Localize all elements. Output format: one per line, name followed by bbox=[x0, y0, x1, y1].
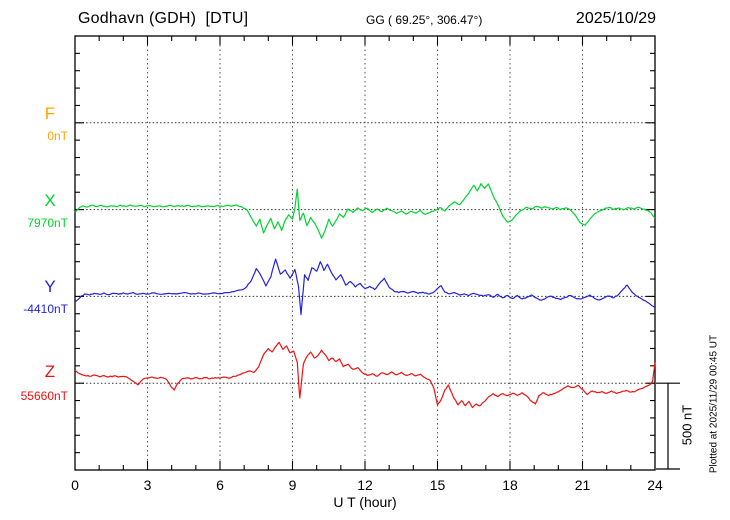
x-tick-label: 18 bbox=[502, 477, 518, 493]
channel-baseline-z: 55660nT bbox=[20, 389, 68, 403]
x-tick-label: 3 bbox=[143, 477, 152, 493]
trace-x bbox=[74, 183, 656, 239]
channel-label-y: Y bbox=[44, 277, 56, 296]
date-label: 2025/10/29 bbox=[575, 10, 656, 27]
x-tick-label: 24 bbox=[647, 477, 663, 493]
x-tick-label: 9 bbox=[288, 477, 297, 493]
x-tick-label: 0 bbox=[71, 477, 79, 493]
geographic-coordinates: GG ( 69.25°, 306.47°) bbox=[366, 13, 483, 27]
scale-bar-label: 500 nT bbox=[679, 404, 695, 446]
x-tick-label: 12 bbox=[357, 477, 373, 493]
x-tick-label: 15 bbox=[429, 477, 446, 493]
trace-z bbox=[74, 341, 656, 409]
channel-baseline-f: 0nT bbox=[47, 129, 68, 143]
channel-label-x: X bbox=[44, 191, 56, 210]
channel-baseline-y: -4410nT bbox=[23, 302, 68, 316]
plotted-at-footnote: Plotted at 2025/11/29 00:45 UT bbox=[708, 334, 720, 474]
x-tick-label: 6 bbox=[216, 477, 224, 493]
x-axis-title: U T (hour) bbox=[333, 494, 397, 510]
channel-label-f: F bbox=[44, 104, 56, 123]
x-tick-label: 21 bbox=[574, 477, 591, 493]
station-title: Godhavn (GDH) [DTU] bbox=[78, 10, 249, 27]
channel-label-z: Z bbox=[44, 362, 56, 381]
channel-baseline-x: 7970nT bbox=[27, 216, 68, 230]
trace-y bbox=[74, 258, 656, 316]
